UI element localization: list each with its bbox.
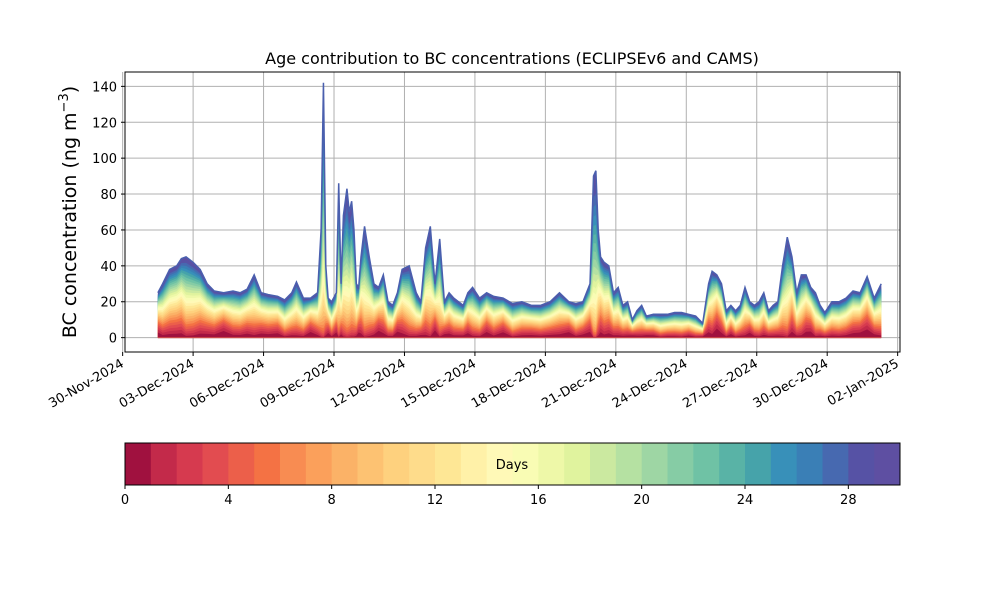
colorbar-bin-11 (409, 443, 436, 485)
colorbar-bin-20 (641, 443, 668, 485)
colorbar-bin-24 (745, 443, 772, 485)
x-tick-label: 30-Nov-2024 (46, 356, 126, 411)
colorbar-bin-16 (538, 443, 565, 485)
y-axis-label-close: ) (59, 86, 81, 93)
y-axis-label-exponent: −3 (57, 93, 72, 112)
y-tick-label: 120 (92, 116, 117, 131)
y-tick-label: 0 (109, 332, 117, 347)
colorbar-bin-8 (331, 443, 358, 485)
colorbar-bin-5 (254, 443, 281, 485)
colorbar-bin-1 (150, 443, 178, 485)
colorbar-bin-3 (202, 443, 229, 485)
x-tick-label: 02-Jan-2025 (825, 356, 902, 409)
colorbar-bin-15 (512, 443, 539, 485)
x-tick-label: 24-Dec-2024 (610, 356, 690, 411)
colorbar-bin-21 (667, 443, 694, 485)
x-tick-label: 18-Dec-2024 (469, 356, 549, 411)
colorbar-bin-14 (486, 443, 513, 485)
colorbar-bin-13 (460, 443, 488, 485)
colorbar-bin-12 (435, 443, 462, 485)
colorbar-bin-27 (822, 443, 849, 485)
x-tick-label: 06-Dec-2024 (187, 356, 267, 411)
age-band-4-5-days (157, 314, 882, 338)
colorbar-tick-label: 28 (840, 493, 857, 508)
total-concentration-line (157, 82, 882, 325)
colorbar-bin-9 (357, 443, 384, 485)
y-tick-label: 40 (100, 260, 117, 275)
colorbar-bin-18 (590, 443, 617, 485)
x-tick-label: 12-Dec-2024 (328, 356, 408, 411)
y-tick-label: 60 (100, 224, 117, 239)
colorbar-label: Days (496, 458, 529, 473)
colorbar-tick-label: 4 (224, 493, 232, 508)
age-band-0-1-days (157, 328, 882, 338)
chart-title: Age contribution to BC concentrations (E… (265, 49, 759, 68)
colorbar-tick-label: 8 (328, 493, 336, 508)
colorbar-bin-19 (615, 443, 643, 485)
colorbar-bin-25 (770, 443, 798, 485)
x-tick-label: 09-Dec-2024 (258, 356, 338, 411)
age-stacked-areas (157, 82, 882, 339)
colorbar-bin-28 (848, 443, 875, 485)
y-tick-label: 80 (100, 188, 117, 203)
colorbar-ticks: 0 4 8 12 16 20 24 28 (121, 485, 857, 508)
y-axis-label-main: BC concentration (ng m (59, 112, 81, 338)
y-axis-label: BC concentration (ng m−3) (57, 86, 81, 338)
colorbar-bin-17 (564, 443, 591, 485)
colorbar-bin-2 (176, 443, 203, 485)
colorbar (125, 443, 901, 485)
x-tick-label: 15-Dec-2024 (399, 356, 479, 411)
plot-frame (124, 71, 901, 353)
colorbar-bin-23 (719, 443, 746, 485)
colorbar-tick-label: 24 (737, 493, 754, 508)
colorbar-bin-26 (796, 443, 823, 485)
colorbar-bin-22 (693, 443, 720, 485)
x-tick-label: 30-Dec-2024 (751, 356, 831, 411)
colorbar-tick-label: 20 (633, 493, 650, 508)
colorbar-frame (124, 442, 901, 486)
y-axis-ticks: 0 20 40 60 80 100 120 140 (92, 80, 125, 347)
y-tick-label: 140 (92, 80, 117, 95)
colorbar-bin-10 (383, 443, 410, 485)
x-axis-ticks: 30-Nov-202403-Dec-202406-Dec-202409-Dec-… (46, 352, 902, 412)
colorbar-tick-label: 0 (121, 493, 129, 508)
colorbar-tick-label: 12 (427, 493, 444, 508)
colorbar-bin-0 (125, 443, 152, 485)
x-tick-label: 27-Dec-2024 (680, 356, 760, 411)
colorbar-bin-6 (280, 443, 307, 485)
colorbar-tick-label: 16 (530, 493, 547, 508)
x-tick-label: 21-Dec-2024 (539, 356, 619, 411)
y-tick-label: 100 (92, 152, 117, 167)
x-tick-label: 03-Dec-2024 (117, 356, 197, 411)
y-tick-label: 20 (100, 296, 117, 311)
colorbar-bin-29 (874, 443, 901, 485)
colorbar-bin-7 (305, 443, 333, 485)
colorbar-bin-4 (228, 443, 255, 485)
